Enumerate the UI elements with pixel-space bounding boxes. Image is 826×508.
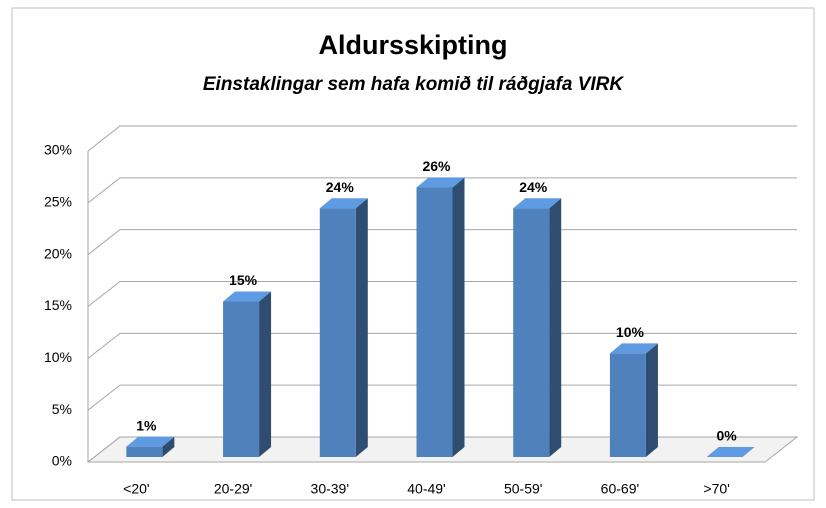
chart-subtitle: Einstaklingar sem hafa komið til ráðgjaf… [203, 74, 625, 95]
bar [416, 177, 465, 457]
grid-line [87, 281, 797, 307]
data-label: 1% [136, 417, 157, 433]
chart-border [11, 7, 815, 501]
data-label: 15% [229, 272, 258, 288]
bar [513, 198, 562, 457]
y-tick-label: 10% [44, 349, 72, 365]
y-tick-label: 0% [52, 453, 72, 469]
data-label: 0% [717, 428, 738, 444]
bar-top [609, 343, 658, 354]
y-tick-label: 20% [44, 245, 72, 261]
grid-line [87, 177, 797, 204]
grid-line [87, 436, 797, 463]
x-tick-label: >70' [703, 481, 729, 497]
bar-top [126, 436, 175, 447]
x-tick-label: 50-59' [504, 481, 542, 497]
x-tick-label: 20-29' [214, 481, 252, 497]
grid-line [87, 229, 797, 256]
x-tick-label: 40-49' [407, 481, 445, 497]
bar [319, 198, 368, 457]
bar [706, 447, 755, 457]
bar-top [416, 177, 465, 188]
bar-front [513, 208, 550, 457]
y-tick-label: 15% [44, 297, 72, 313]
grid-line [87, 384, 797, 411]
bar-side [162, 436, 175, 457]
y-tick-label: 5% [52, 401, 72, 417]
bar [126, 436, 175, 457]
data-label: 10% [616, 324, 645, 340]
bar-side [355, 198, 368, 457]
chart-title: Aldursskipting [318, 30, 507, 60]
bar-side [549, 198, 562, 457]
bar-side [645, 343, 658, 457]
bar-front [319, 208, 356, 457]
y-tick-label: 30% [44, 142, 72, 158]
bar-side [259, 291, 272, 457]
bar-side [452, 177, 465, 457]
bar-top [223, 291, 272, 302]
bar-front [416, 187, 453, 457]
bar-top [513, 198, 562, 209]
data-label: 24% [519, 179, 548, 195]
bar-front [609, 353, 646, 457]
bar-top [706, 447, 755, 457]
grid-line [87, 125, 797, 152]
bar-top [319, 198, 368, 209]
data-label: 26% [422, 158, 451, 174]
x-tick-label: 30-39' [311, 481, 349, 497]
bar-front [126, 446, 163, 457]
bar-front [223, 301, 260, 457]
grid-line [87, 332, 797, 359]
x-tick-label: 60-69' [601, 481, 639, 497]
y-tick-label: 25% [44, 194, 72, 210]
x-tick-label: <20' [123, 481, 149, 497]
bar [609, 343, 658, 457]
bar [223, 291, 272, 457]
data-label: 24% [326, 179, 355, 195]
